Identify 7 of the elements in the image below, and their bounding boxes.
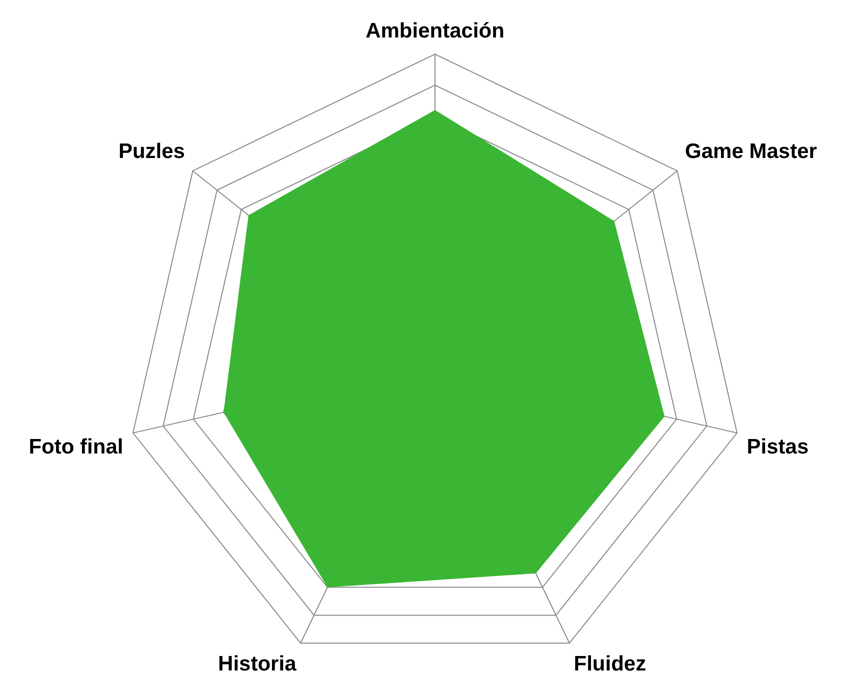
spoke-label: Game Master <box>685 140 817 163</box>
spoke-label: Foto final <box>28 436 124 459</box>
spoke-label: Fluidez <box>574 652 646 676</box>
spoke-label: Ambientación <box>366 19 504 42</box>
spoke-label: Historia <box>218 652 297 676</box>
spoke-label: Puzles <box>118 140 185 163</box>
spoke-label: Pistas <box>746 436 809 459</box>
